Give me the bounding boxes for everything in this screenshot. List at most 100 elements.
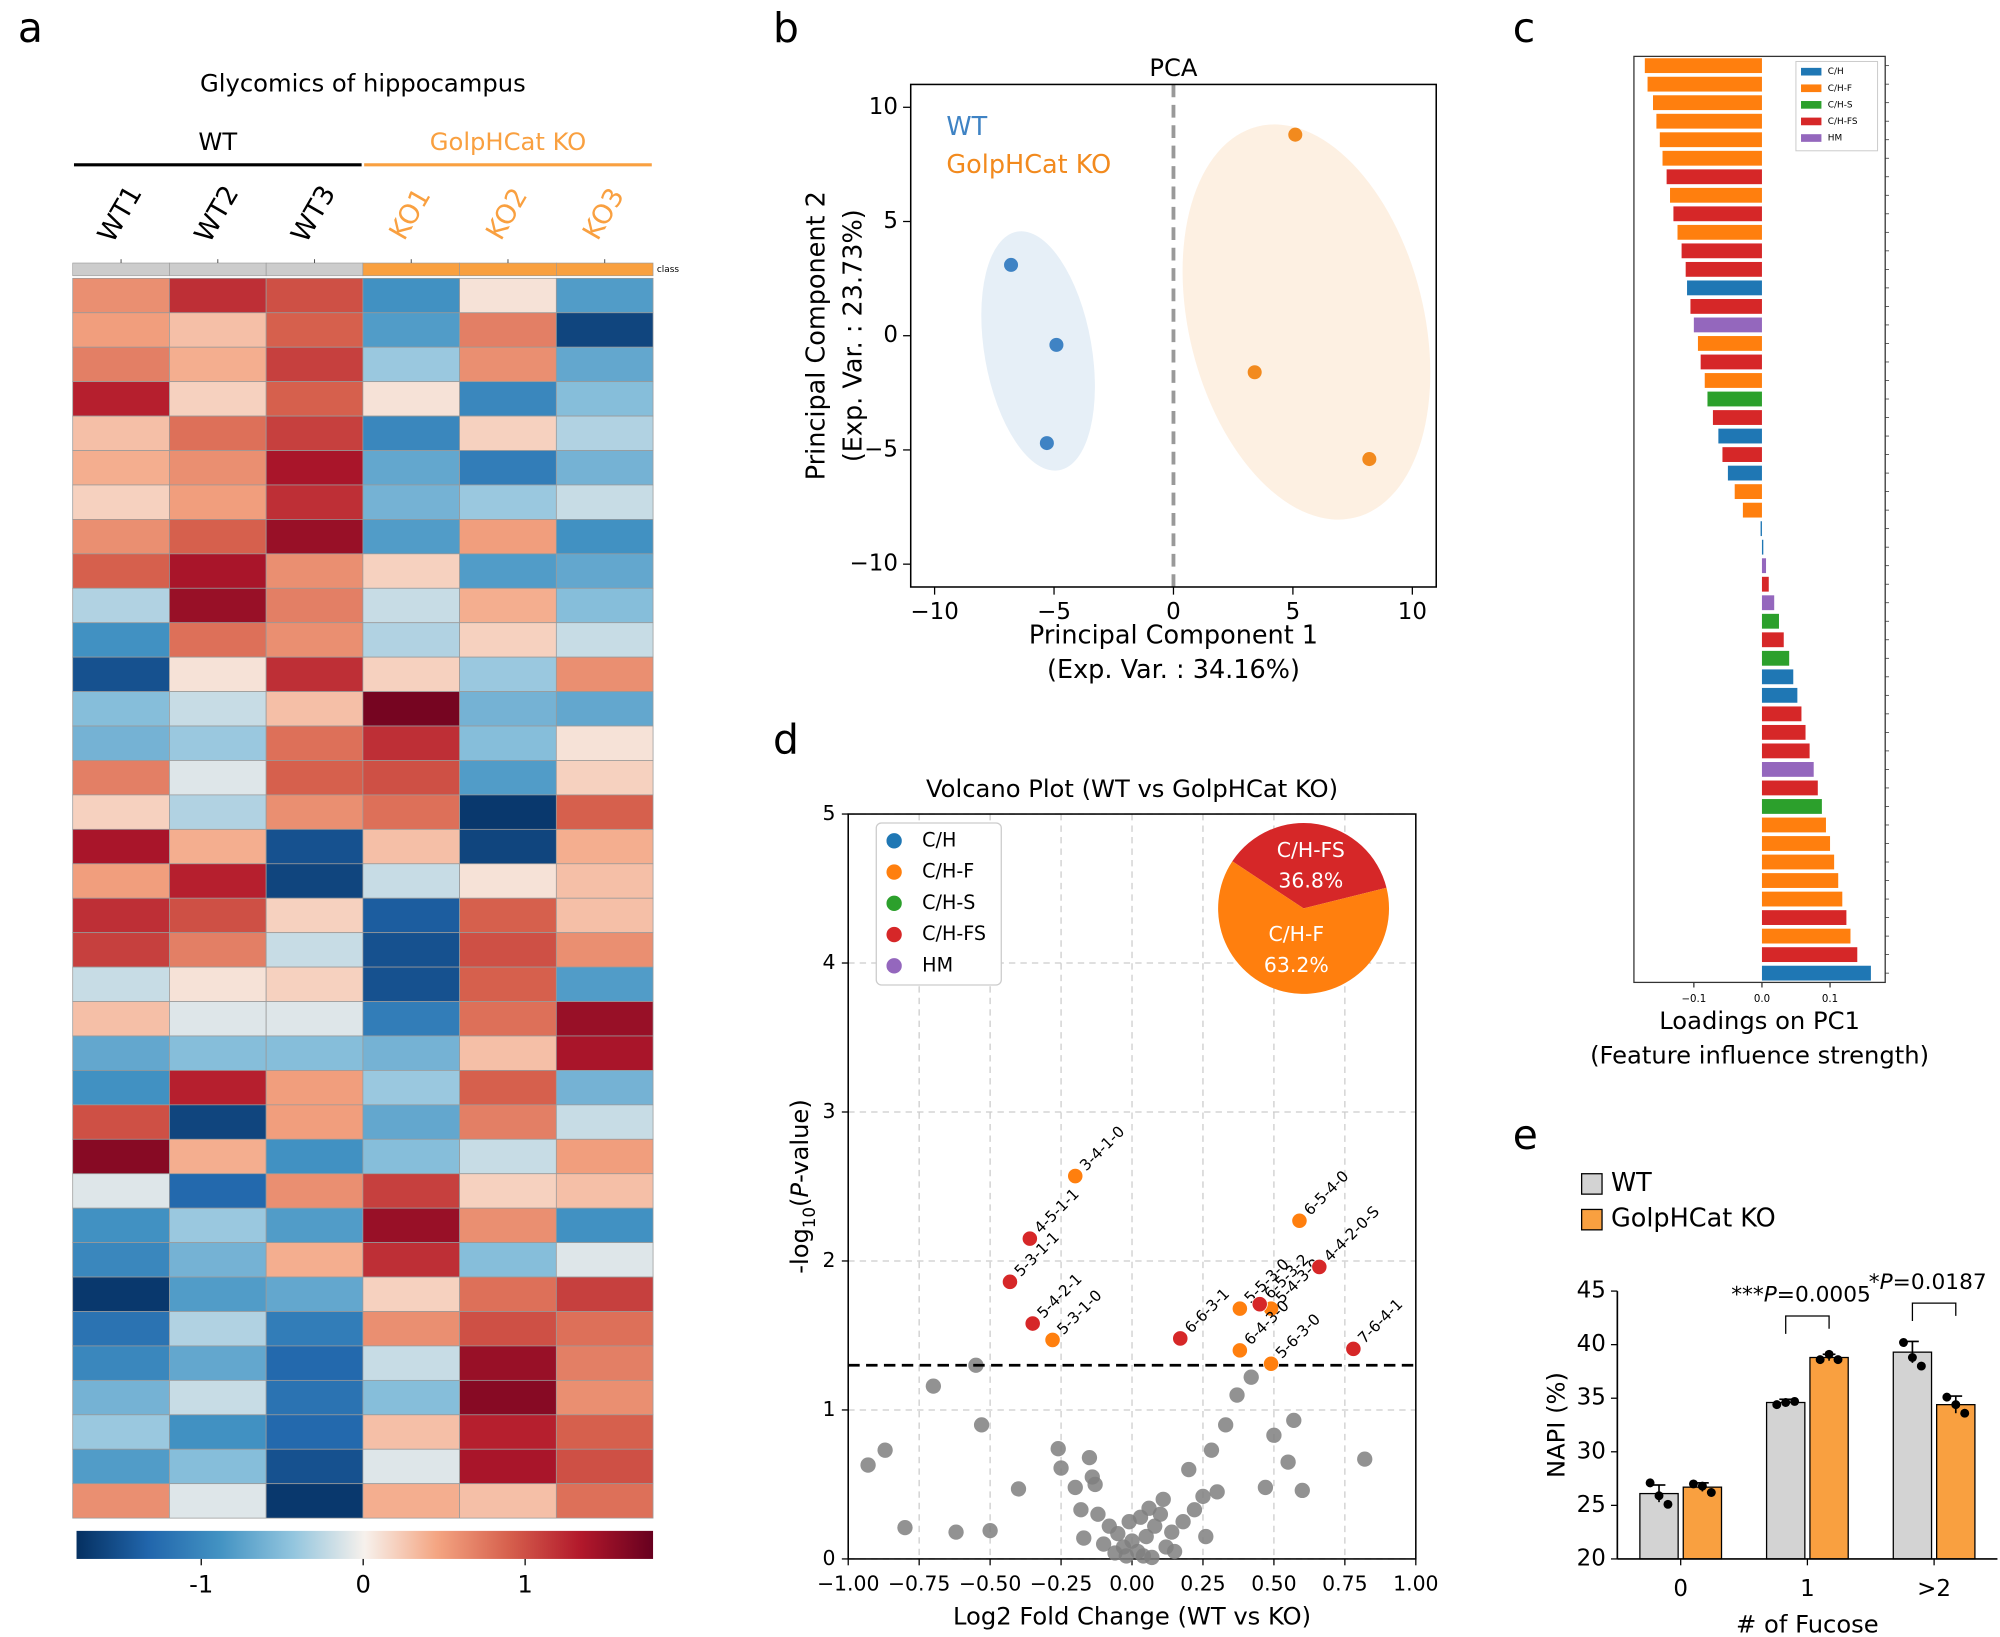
y-axis-label-part: 10 [800,1207,819,1228]
data-point [1311,1258,1328,1275]
heatmap-cell [362,828,460,865]
bar [1647,76,1762,92]
heatmap-cell [169,484,267,520]
column-label: KO3 [577,183,631,245]
x-tick-label: 0.1 [1822,994,1838,1005]
heatmap-cell [459,1311,557,1347]
y-tick-label: 35 [1577,1385,1606,1411]
background-point [1138,1528,1154,1545]
heatmap-cell [72,1448,170,1485]
heatmap-cell [72,1104,170,1140]
replicate-point [1960,1408,1970,1418]
bar [1761,799,1822,814]
data-point [1024,1315,1041,1332]
heatmap-cell [265,346,364,383]
heatmap-cell [459,1448,557,1485]
heatmap-cell [265,725,364,761]
heatmap-cell [555,1414,654,1450]
bar [1697,336,1762,351]
x-tick-label: 0.0 [1754,994,1770,1005]
heatmap-cell [362,587,460,624]
heatmap-cell [72,346,170,383]
heatmap-cell [72,1483,170,1519]
heatmap-cell [169,622,267,658]
bar [1761,539,1764,555]
heatmap-cell [362,1242,460,1278]
x-tick-label: −1.00 [817,1571,880,1595]
bar [1761,947,1858,963]
heatmap-cell [555,312,654,348]
heatmap-cell [459,1035,557,1071]
heatmap-cell [265,277,364,314]
legend-label: C/H-F [922,860,974,883]
heatmap-cell [555,760,654,796]
bar [1761,595,1775,611]
heatmap-cell [459,312,557,348]
significance-label-part: * [1869,1270,1880,1295]
point-label: 4-4-2-0-S [1320,1203,1383,1266]
replicate-point [1833,1355,1843,1365]
y-tick-label: 1 [822,1397,835,1421]
background-point [982,1522,998,1539]
column-label: KO2 [480,183,534,245]
background-point [925,1378,942,1394]
heatmap-cell [169,553,267,589]
y-tick-label: 5 [822,801,835,825]
heatmap-cell [265,1379,364,1416]
heatmap-cell [72,828,170,865]
heatmap-cell [72,622,170,658]
significance-label-part: =0.0187 [1893,1270,1987,1295]
heatmap-cell [265,1448,364,1485]
heatmap-cell [72,1001,170,1037]
pie-label: C/H-FS [1277,838,1345,862]
legend-marker [886,926,902,943]
heatmap-cell [362,1035,460,1071]
x-axis-label: Log2 Fold Change (WT vs KO) [953,1603,1311,1631]
data-point [1021,1230,1038,1247]
heatmap-cell [362,1276,460,1312]
heatmap-cell [169,828,267,865]
heatmap-cell [72,1138,170,1175]
bar [1681,243,1762,259]
y-tick-label: −10 [850,551,898,577]
y-tick-label: 20 [1577,1545,1606,1571]
data-point [1362,452,1377,467]
bar [1761,576,1769,592]
legend-label: GolpHCat KO [1611,1204,1776,1234]
bar [1673,206,1762,222]
bar [1761,836,1831,851]
group-label: WT [198,128,237,156]
data-point [1251,1296,1268,1313]
replicate-point [1645,1478,1655,1488]
background-point [1141,1500,1157,1516]
bar [1809,1356,1849,1560]
heatmap-cell [555,381,654,417]
heatmap-cell [555,277,654,314]
x-axis-label: (Feature influence strength) [1590,1041,1929,1069]
heatmap-cell [362,622,460,658]
heatmap-cell [72,1070,170,1106]
heatmap-cell [555,622,654,658]
heatmap-cell [362,381,460,417]
significance-label-part: *** [1731,1283,1764,1308]
x-tick-label: −0.25 [1030,1571,1093,1595]
heatmap-cell [169,381,267,417]
background-point [1147,1518,1163,1534]
heatmap-cell [362,1138,460,1175]
heatmap-cell [555,450,654,486]
heatmap-cell [72,1242,170,1278]
heatmap-cell [555,553,654,589]
y-axis-label-part: ( [786,1198,814,1207]
background-point [1266,1427,1282,1443]
confidence-ellipse [981,231,1095,471]
background-point [1090,1506,1106,1522]
heatmap-cell [72,1379,170,1416]
y-tick-label: 4 [822,950,835,974]
background-point [897,1519,913,1536]
replicate-point [1688,1479,1698,1489]
replicate-point [1663,1499,1673,1509]
background-point [1186,1502,1203,1518]
data-point [1263,1355,1280,1372]
pie-label: C/H-F [1269,922,1325,946]
class-band [72,262,170,277]
